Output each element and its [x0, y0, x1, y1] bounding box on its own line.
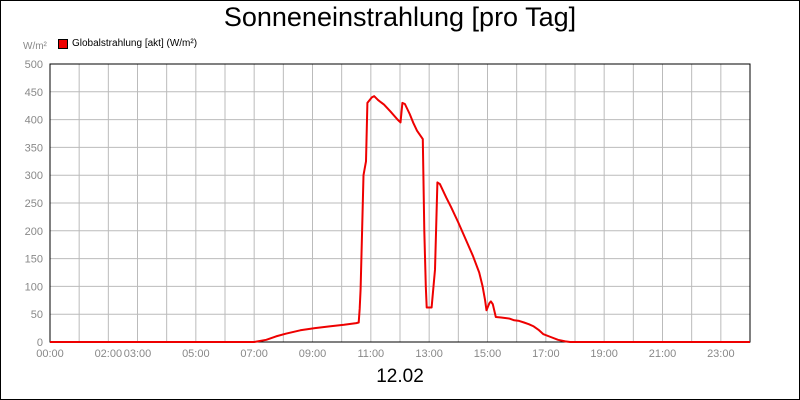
x-tick-label: 23:00	[707, 348, 735, 360]
x-tick-label: 13:00	[415, 348, 443, 360]
x-tick-label: 05:00	[182, 348, 210, 360]
y-tick-label: 0	[37, 337, 43, 349]
y-tick-label: 500	[25, 59, 43, 71]
legend-label: Globalstrahlung [akt] (W/m²)	[72, 38, 198, 49]
y-tick-label: 150	[25, 254, 43, 266]
y-tick-label: 350	[25, 142, 43, 154]
chart-title: Sonneneinstrahlung [pro Tag]	[223, 2, 577, 32]
plot-area-border	[49, 63, 751, 343]
y-tick-label: 50	[31, 309, 43, 321]
x-tick-label: 00:00	[36, 348, 64, 360]
y-tick-label: 400	[25, 115, 43, 127]
series-line-globalstrahlung	[50, 95, 750, 343]
legend: Globalstrahlung [akt] (W/m²)	[58, 38, 197, 49]
x-tick-label: 21:00	[649, 348, 677, 360]
x-tick-label: 03:00	[124, 348, 152, 360]
y-tick-label: 300	[25, 170, 43, 182]
x-tick-label: 07:00	[240, 348, 268, 360]
x-tick-label: 11:00	[357, 348, 384, 360]
x-tick-label: 09:00	[299, 348, 327, 360]
x-tick-label: 17:00	[532, 348, 560, 360]
y-tick-label: 250	[25, 198, 43, 210]
y-tick-label: 450	[25, 87, 43, 99]
y-tick-label: 100	[25, 281, 43, 293]
legend-swatch	[58, 38, 68, 49]
x-tick-label: 15:00	[474, 348, 502, 360]
x-tick-label: 02:00	[95, 348, 123, 360]
x-tick-label: 19:00	[590, 348, 618, 360]
x-axis-date-label: 12.02	[376, 366, 424, 387]
y-tick-label: 200	[25, 226, 43, 238]
y-axis-unit-label: W/m²	[23, 41, 47, 52]
